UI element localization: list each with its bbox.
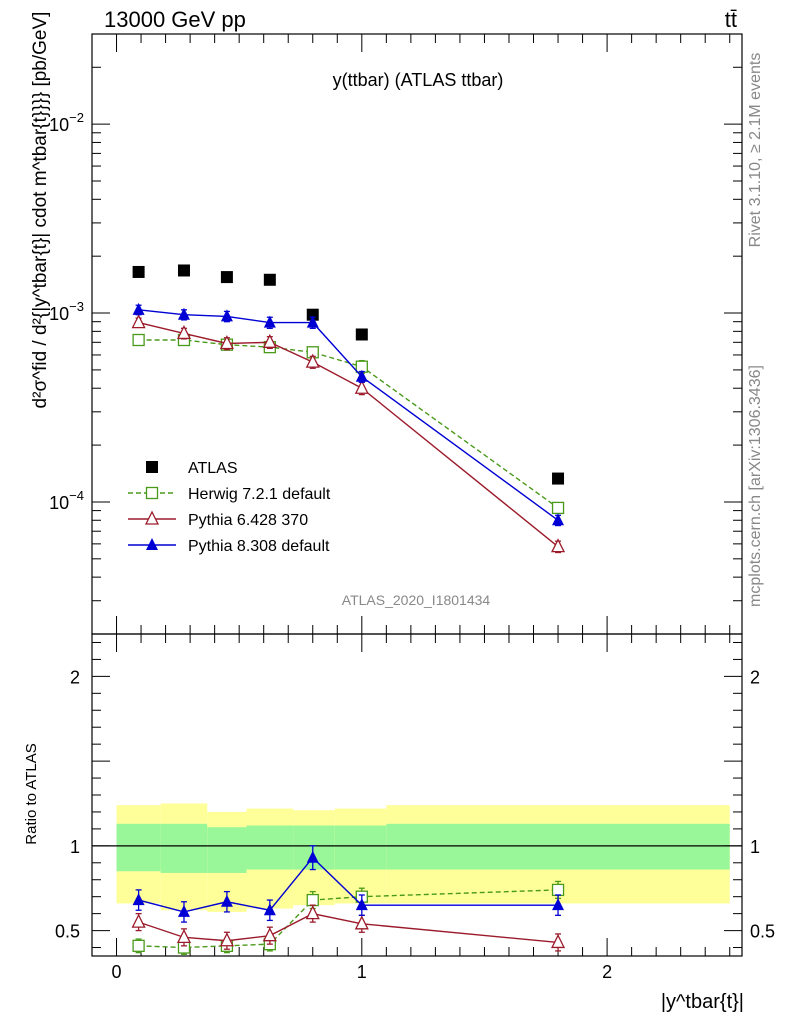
main-plot-title: y(ttbar) (ATLAS ttbar) (333, 70, 504, 90)
data-marker (144, 510, 160, 525)
data-marker (263, 315, 276, 328)
data-marker (132, 265, 145, 278)
inner-band-segment (160, 823, 208, 873)
inner-band-segment (386, 823, 730, 870)
data-marker (177, 264, 190, 277)
data-marker (131, 314, 146, 329)
data-marker (177, 307, 190, 320)
data-marker (550, 933, 566, 949)
ratio-y-tick-label-right: 0.5 (750, 922, 775, 942)
ratio-y-tick-label-right: 1 (750, 837, 760, 857)
data-marker (355, 898, 368, 911)
data-marker (132, 302, 145, 315)
legend-label: Pythia 6.428 370 (188, 512, 308, 529)
x-tick-label: 1 (357, 962, 367, 982)
y-tick-label-main: 10−4 (49, 488, 84, 513)
legend-label: Pythia 8.308 default (188, 538, 330, 555)
y-axis-label-main: d²σ^fid / d²{|y^tbar{t}| cdot m^tbar{t}}… (30, 12, 51, 409)
x-tick-label: 2 (602, 962, 612, 982)
data-marker (306, 850, 319, 863)
data-marker (146, 538, 158, 550)
data-marker (305, 905, 320, 920)
data-marker (131, 913, 146, 928)
data-marker (219, 335, 234, 350)
data-marker (355, 369, 368, 382)
rivet-version-label: Rivet 3.1.10, ≥ 2.1M events (747, 53, 764, 248)
data-marker (306, 315, 319, 328)
data-marker (220, 894, 233, 907)
ratio-y-tick-label-left: 0.5 (55, 922, 80, 942)
series-line (138, 912, 559, 944)
ratio-y-tick-label-left: 1 (70, 837, 80, 857)
data-marker (551, 501, 565, 515)
data-marker (263, 903, 276, 916)
data-marker (551, 883, 565, 897)
data-marker (132, 939, 145, 952)
ratio-y-tick-label-left: 2 (70, 667, 80, 687)
data-marker (552, 472, 565, 485)
data-marker (262, 927, 277, 942)
data-marker (220, 309, 233, 322)
data-marker (145, 486, 159, 500)
inner-band-segment (334, 825, 387, 870)
inner-band-segment (116, 823, 161, 872)
y-axis-label-ratio: Ratio to ATLAS (23, 743, 40, 844)
energy-label: 13000 GeV pp (104, 7, 246, 32)
data-marker (306, 893, 319, 907)
analysis-watermark: ATLAS_2020_I1801434 (342, 592, 491, 608)
data-marker (305, 353, 320, 368)
data-marker (132, 893, 145, 906)
data-marker (219, 932, 234, 947)
data-marker (263, 273, 276, 286)
series-line (138, 339, 559, 509)
x-tick-label: 0 (112, 962, 122, 982)
mcplots-label: mcplots.cern.ch [arXiv:1306.3436] (747, 365, 764, 607)
data-marker (355, 328, 368, 341)
data-marker (354, 915, 369, 930)
data-marker (132, 333, 145, 347)
legend-label: ATLAS (188, 460, 238, 477)
data-marker (177, 904, 190, 917)
legend-label: Herwig 7.2.1 default (188, 486, 331, 503)
data-marker (550, 538, 566, 553)
data-marker (354, 379, 369, 394)
data-marker (552, 513, 565, 526)
legend: ATLAS Herwig 7.2.1 default Pythia 6.428 37… (128, 460, 331, 555)
data-marker (552, 898, 565, 911)
data-marker (176, 324, 192, 340)
process-label: tt̄ (725, 7, 737, 32)
y-tick-label-main: 10−3 (49, 299, 84, 324)
y-tick-label-main: 10−2 (49, 110, 84, 135)
inner-band-segment (207, 827, 247, 873)
inner-band-segment (293, 825, 335, 870)
ratio-y-tick-label-right: 2 (750, 667, 760, 687)
data-marker (262, 333, 277, 348)
x-axis-label: |y^tbar{t}| (661, 991, 744, 1013)
inner-band-segment (246, 825, 294, 870)
data-marker (220, 271, 233, 284)
data-marker (146, 461, 158, 473)
data-marker (176, 928, 192, 944)
